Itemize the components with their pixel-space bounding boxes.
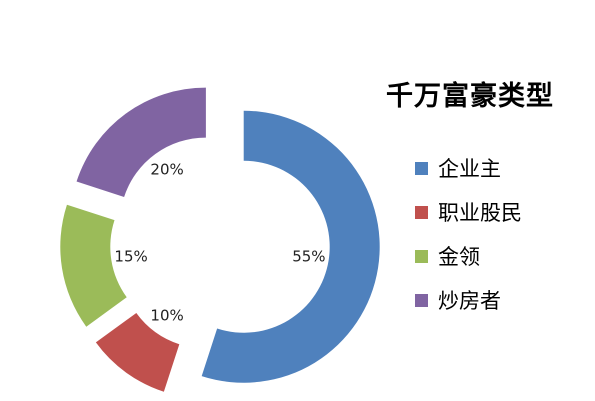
data-label-professional-trader: 10% — [150, 306, 183, 324]
data-label-enterprise-owner: 55% — [292, 248, 325, 266]
legend-swatch — [415, 205, 428, 219]
legend-item-gold-collar: 金领 — [415, 234, 522, 278]
slice-gold-collar — [60, 204, 127, 327]
legend-item-enterprise-owner: 企业主 — [415, 146, 522, 190]
legend: 企业主 职业股民 金领 炒房者 — [415, 146, 522, 322]
legend-swatch — [415, 249, 428, 263]
legend-item-property-speculator: 炒房者 — [415, 278, 522, 322]
legend-swatch — [415, 161, 428, 175]
legend-item-professional-trader: 职业股民 — [415, 190, 522, 234]
legend-swatch — [415, 293, 428, 307]
legend-label: 炒房者 — [438, 289, 501, 313]
legend-label: 职业股民 — [438, 201, 522, 225]
data-label-gold-collar: 15% — [114, 248, 147, 266]
slice-enterprise-owner — [201, 110, 380, 383]
data-label-property-speculator: 20% — [150, 161, 183, 179]
slice-property-speculator — [76, 87, 206, 198]
donut-chart: 55% 10% 15% 20% — [60, 87, 380, 392]
slice-professional-trader — [95, 312, 180, 392]
legend-label: 金领 — [438, 245, 480, 269]
legend-label: 企业主 — [438, 157, 501, 181]
chart-title: 千万富豪类型 — [386, 81, 554, 112]
